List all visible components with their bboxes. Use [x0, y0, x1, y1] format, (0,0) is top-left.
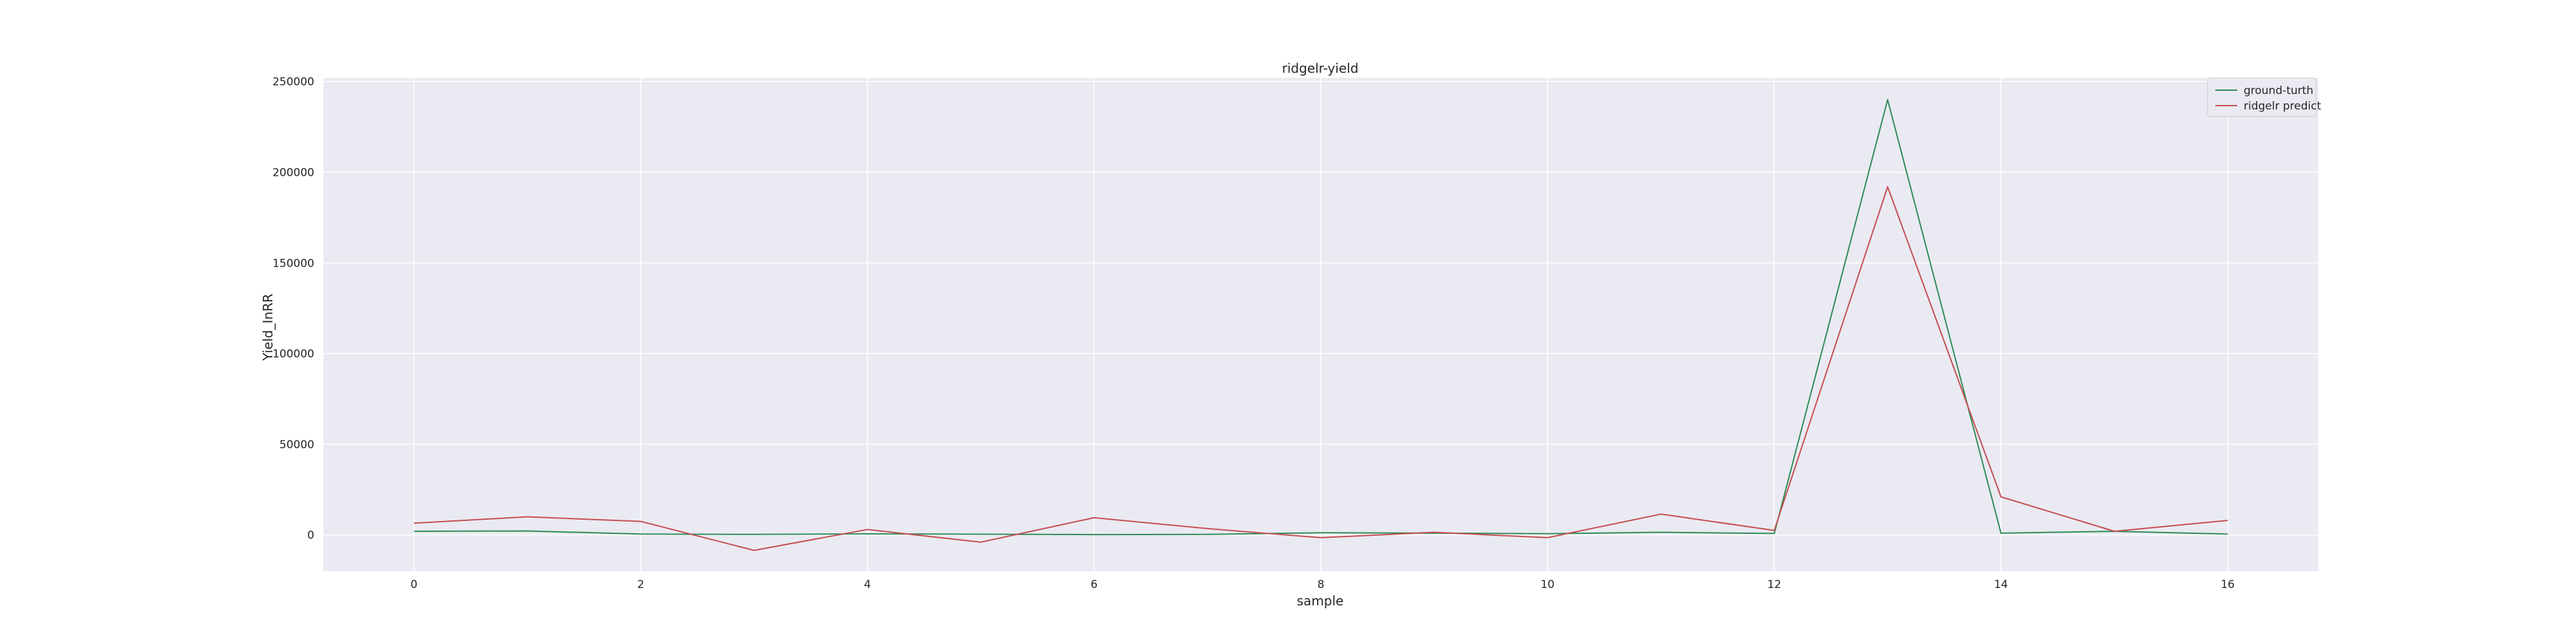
x-tick-label: 10: [1540, 578, 1555, 591]
legend-label-ridgelr-predict: ridgelr predict: [2244, 100, 2322, 113]
x-tick-labels: 0 2 4 6 8 10 12 14 16: [410, 578, 2235, 591]
x-tick-label: 14: [1994, 578, 2008, 591]
chart-title: ridgelr-yield: [1282, 61, 1359, 76]
series-line-ridgelr-predict: [413, 186, 2228, 551]
series-lines: [413, 99, 2228, 551]
series-line-ground-turth: [413, 99, 2228, 536]
y-tick-labels: 0 50000 100000 150000 200000 250000: [272, 76, 314, 542]
x-tick-label: 4: [864, 578, 871, 591]
y-tick-label: 200000: [272, 166, 314, 179]
x-tick-label: 6: [1091, 578, 1098, 591]
y-tick-label: 50000: [279, 439, 314, 451]
y-tick-label: 0: [307, 529, 314, 542]
y-axis-label: Yield_InRR: [260, 294, 276, 361]
y-tick-label: 250000: [272, 76, 314, 89]
y-tick-label: 150000: [272, 257, 314, 270]
x-tick-label: 2: [637, 578, 644, 591]
legend: ground-turth ridgelr predict: [2207, 77, 2322, 117]
x-axis-label: sample: [1297, 593, 1344, 609]
legend-box: [2207, 77, 2316, 117]
y-tick-label: 100000: [272, 348, 314, 361]
x-tick-label: 16: [2221, 578, 2235, 591]
gridlines: [323, 78, 2318, 571]
x-tick-label: 12: [1767, 578, 1781, 591]
x-tick-label: 8: [1318, 578, 1325, 591]
x-tick-label: 0: [410, 578, 417, 591]
legend-label-ground-turth: ground-turth: [2244, 84, 2313, 97]
